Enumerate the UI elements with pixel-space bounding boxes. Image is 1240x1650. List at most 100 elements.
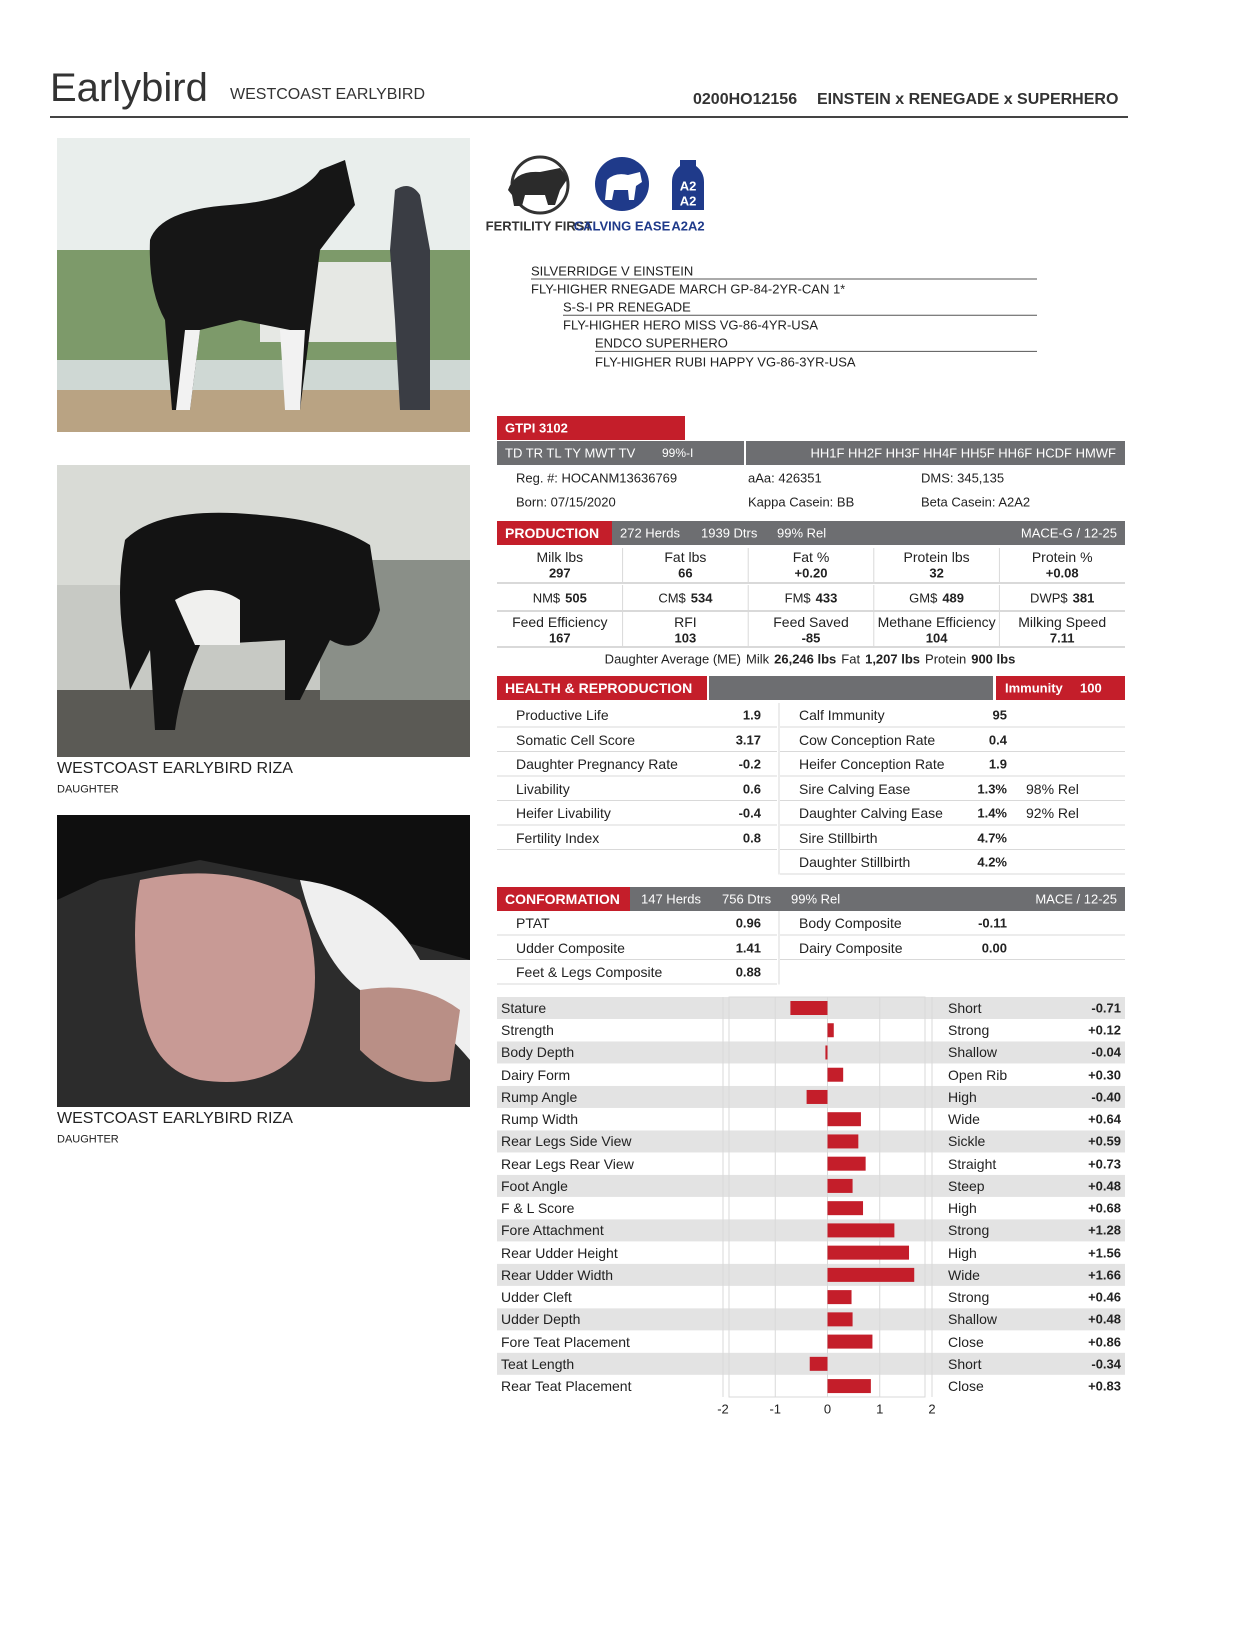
data-label: +1.56 — [1088, 1245, 1121, 1261]
bar — [827, 1290, 852, 1305]
trait-label: Heifer Livability — [516, 805, 611, 821]
trait-name: Udder Depth — [501, 1311, 581, 1328]
value: 433 — [815, 590, 838, 606]
x-tick-label: 0 — [823, 1401, 832, 1417]
bar — [827, 1112, 861, 1127]
section-stat: 147 Herds — [641, 891, 701, 907]
row-band — [497, 1130, 1125, 1153]
bar — [827, 1379, 871, 1394]
trait-name: Teat Length — [501, 1355, 575, 1372]
trait-value: 95 — [992, 707, 1007, 723]
trait-descriptor: Short — [948, 1355, 982, 1372]
production-label: Feed Saved — [773, 614, 849, 630]
label: FM$ — [784, 590, 811, 606]
trait-descriptor: Short — [948, 1000, 982, 1016]
production-label: Milk lbs — [536, 549, 584, 565]
trait-descriptor: High — [948, 1200, 977, 1217]
trait-label: Fertility Index — [516, 829, 600, 846]
trait-descriptor: Strong — [948, 1022, 990, 1039]
trait-label: Calf Immunity — [799, 707, 885, 723]
section-stat: 756 Dtrs — [722, 891, 772, 907]
badge-label: CALVING EASE — [573, 218, 671, 234]
production-label: Protein % — [1031, 549, 1093, 565]
data-label: +0.64 — [1088, 1111, 1121, 1127]
bar — [825, 1045, 828, 1060]
production-value: 32 — [929, 565, 944, 581]
bar — [827, 1334, 873, 1349]
bar — [827, 1156, 866, 1171]
trait-label: Heifer Conception Rate — [799, 756, 945, 772]
trait-label: Cow Conception Rate — [799, 731, 936, 748]
value: 900 lbs — [971, 651, 1016, 667]
trait-label: Feet & Legs Composite — [516, 964, 663, 980]
x-tick-label: 2 — [928, 1401, 936, 1417]
trait-label: Productive Life — [516, 707, 609, 723]
trait-label: Sire Stillbirth — [799, 829, 878, 846]
production-value: +0.08 — [1045, 565, 1079, 581]
production-label: Fat lbs — [664, 549, 707, 565]
trait-label: Udder Composite — [516, 939, 625, 956]
data-label: +0.86 — [1088, 1334, 1121, 1350]
bar — [827, 1134, 859, 1149]
pedigree-line: FLY-HIGHER HERO MISS VG-86-4YR-USA — [563, 317, 818, 333]
registered-name: WESTCOAST EARLYBIRD — [230, 86, 425, 103]
trait-label: Daughter Pregnancy Rate — [516, 756, 678, 772]
trait-value: 1.3% — [977, 781, 1007, 796]
data-label: +0.48 — [1088, 1178, 1121, 1194]
status-haplotypes: HH1F HH2F HH3F HH4F HH5F HH6F HCDF HMWF — [810, 445, 1117, 461]
info-field: Beta Casein: A2A2 — [921, 494, 1031, 510]
production-cell: GM$ 489 — [909, 592, 964, 605]
trait-descriptor: Straight — [948, 1155, 997, 1172]
data-label: +0.83 — [1088, 1378, 1121, 1394]
a2-icon — [672, 160, 704, 210]
trait-descriptor: Shallow — [948, 1311, 998, 1328]
section-bar — [709, 676, 993, 700]
trait-value: 0.96 — [735, 915, 761, 931]
label: Daughter Average (ME) — [604, 651, 742, 667]
value: 381 — [1072, 590, 1095, 606]
production-label: Milking Speed — [1018, 614, 1107, 630]
production-cell: NM$ 505 — [533, 592, 587, 605]
udder-photo — [57, 815, 470, 1107]
label: CM$ — [658, 590, 686, 606]
data-label: +1.66 — [1088, 1267, 1121, 1283]
immunity-label: Immunity — [1005, 680, 1063, 696]
photo-subcaption: DAUGHTER — [57, 783, 119, 796]
trait-descriptor: High — [948, 1088, 977, 1105]
data-label: +0.48 — [1088, 1311, 1121, 1327]
trait-value: -0.2 — [738, 756, 761, 772]
section-source: MACE / 12-25 — [1035, 891, 1117, 907]
trait-value: 4.2% — [977, 854, 1007, 870]
production-label: Feed Efficiency — [512, 614, 608, 630]
trait-label: Sire Calving Ease — [799, 780, 911, 797]
label: NM$ — [532, 590, 561, 606]
production-label: Fat % — [792, 549, 830, 565]
photo-caption: WESTCOAST EARLYBIRD RIZA — [57, 1110, 293, 1127]
row-band — [497, 1219, 1125, 1242]
production-value: 66 — [678, 565, 693, 581]
data-label: +0.59 — [1088, 1133, 1121, 1149]
info-field: Reg. #: HOCANM13636769 — [516, 470, 678, 486]
trait-descriptor: Strong — [948, 1222, 990, 1239]
bar — [806, 1089, 828, 1104]
section-stat: 99% Rel — [791, 891, 841, 907]
badge-label: FERTILITY FIRST — [485, 218, 593, 234]
trait-value: -0.4 — [738, 805, 761, 821]
row-band — [497, 1263, 1125, 1286]
trait-value: 0.6 — [742, 781, 761, 796]
trait-value: 1.41 — [735, 940, 761, 955]
x-tick-label: 1 — [876, 1401, 884, 1417]
badge-label: A2A2 — [671, 218, 705, 234]
data-label: +0.73 — [1088, 1156, 1121, 1172]
sire-code: 0200HO12156 — [693, 91, 798, 108]
trait-name: Body Depth — [501, 1044, 575, 1061]
trait-label: Daughter Calving Ease — [799, 805, 943, 821]
status-bar — [497, 441, 1125, 465]
pedigree-line: S-S-I PR RENEGADE — [563, 299, 691, 315]
data-label: -0.40 — [1091, 1089, 1121, 1105]
trait-descriptor: Strong — [948, 1289, 990, 1306]
info-field: Born: 07/15/2020 — [516, 494, 616, 510]
production-value: 167 — [548, 630, 571, 646]
section-title-box — [497, 521, 612, 545]
